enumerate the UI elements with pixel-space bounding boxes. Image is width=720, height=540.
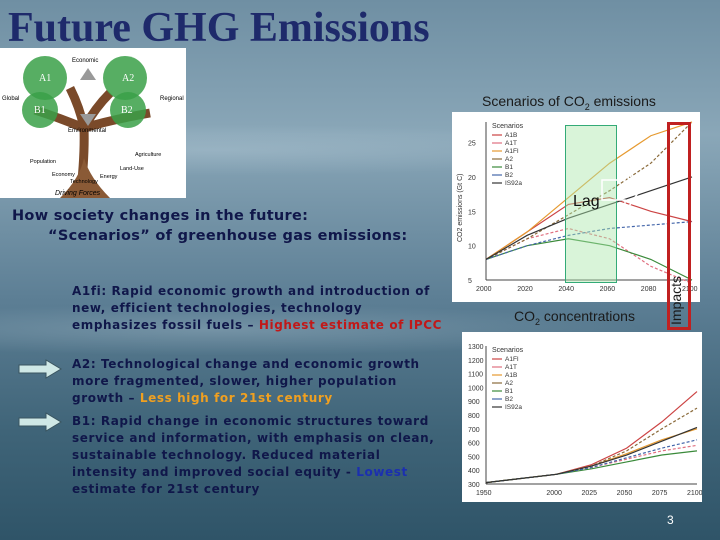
x-tick-label: 2080 <box>641 286 657 293</box>
tree-label: A1 <box>39 73 51 84</box>
legend-entry: IS92a <box>505 180 522 187</box>
y-tick-label: 25 <box>468 141 476 148</box>
legend-entry: A1T <box>505 364 517 371</box>
series-line-a1t <box>485 227 693 284</box>
tree-label: Global <box>2 96 19 102</box>
lag-label: Lag <box>573 193 600 210</box>
scenarios-heading: Scenarios of CO2 emissions <box>482 93 656 112</box>
legend-title: Scenarios <box>492 347 524 354</box>
y-tick-label: 800 <box>468 413 480 420</box>
tree-label: A2 <box>122 73 134 84</box>
series-line-is92a <box>485 426 698 484</box>
legend-entry: A1B <box>505 372 517 379</box>
y-tick-label: 5 <box>468 278 472 285</box>
legend-entry: B1 <box>505 388 513 395</box>
legend-entry: IS92a <box>505 404 522 411</box>
series-line-a2 <box>485 121 693 260</box>
tree-label: B1 <box>34 105 46 116</box>
y-tick-label: 1000 <box>468 385 484 392</box>
tree-label: Regional <box>160 96 184 102</box>
y-tick-label: 400 <box>468 468 480 475</box>
pointer-arrow-icon <box>18 359 62 379</box>
y-tick-label: 300 <box>468 482 480 489</box>
a1fi-description: A1fi: Rapid economic growth and introduc… <box>72 284 443 332</box>
b1-description: B1: Rapid change in economic structures … <box>72 414 435 496</box>
series-line-is92a <box>485 176 693 260</box>
x-tick-label: 1950 <box>476 490 492 497</box>
x-tick-label: 2000 <box>476 286 492 293</box>
legend-entry: B1 <box>505 164 513 171</box>
x-tick-label: 2025 <box>582 490 598 497</box>
y-tick-label: 1200 <box>468 358 484 365</box>
y-tick-label: 10 <box>468 244 476 251</box>
tree-label: B2 <box>121 105 133 116</box>
page-number: 3 <box>667 513 674 527</box>
legend-entry: A1FI <box>505 356 519 363</box>
concentrations-chart: 1950 2000 2025 2050 2075 2100 300 400 500 600 700 8… <box>462 332 703 502</box>
legend-entry: A1B <box>505 132 517 139</box>
y-tick-label: 1100 <box>468 372 483 379</box>
legend-entry: B2 <box>505 396 513 403</box>
tree-root-label: Agriculture <box>135 152 161 158</box>
section-heading: How society changes in the future: “Scen… <box>12 206 442 246</box>
legend-entry: A2 <box>505 156 513 163</box>
tree-root-label: Population <box>30 159 56 165</box>
series-line-a1t <box>485 444 698 484</box>
legend-title: Scenarios <box>492 123 524 130</box>
tree-label: Environmental <box>68 128 106 134</box>
legend-entry: A1FI <box>505 148 519 155</box>
y-axis-label: CO2 emissions (Gt C) <box>457 174 464 242</box>
emissions-chart: 2000 2020 2040 2060 2080 2100 5 10 15 20 25 Scenari… <box>452 112 700 302</box>
lag-callout-arrow <box>601 165 641 215</box>
series-line-a1fi <box>485 121 693 260</box>
series-line-b2 <box>485 439 698 484</box>
x-tick-label: 2050 <box>617 490 633 497</box>
tree-root-label: Technology <box>70 179 98 185</box>
x-tick-label: 2075 <box>652 490 668 497</box>
y-tick-label: 1300 <box>468 344 484 351</box>
impacts-highlight-box <box>667 122 691 330</box>
impacts-label: Impacts <box>668 275 684 325</box>
series-line-a1b <box>485 428 698 484</box>
x-tick-label: 2060 <box>600 286 616 293</box>
slide-title: Future GHG Emissions <box>8 5 430 51</box>
y-tick-label: 700 <box>468 427 480 434</box>
x-tick-label: 2100 <box>687 490 702 497</box>
pointer-arrow-icon <box>18 412 62 432</box>
legend-entry: B2 <box>505 172 513 179</box>
x-tick-label: 2040 <box>558 286 574 293</box>
y-tick-label: 900 <box>468 399 480 406</box>
x-tick-label: 2020 <box>517 286 533 293</box>
legend-entry: A1T <box>505 140 517 147</box>
heading-line-1: How society changes in the future: <box>12 208 309 224</box>
x-tick-label: 2000 <box>546 490 562 497</box>
series-line-a2 <box>485 407 698 484</box>
y-tick-label: 20 <box>468 175 476 182</box>
scenario-tree-diagram: A1 A2 B1 B2 Economic Global Regional Env… <box>0 48 186 199</box>
series-line-b1 <box>485 450 698 484</box>
tree-root-label: Land-Use <box>120 166 144 172</box>
y-tick-label: 500 <box>468 454 480 461</box>
y-tick-label: 600 <box>468 441 480 448</box>
y-tick-label: 15 <box>468 209 476 216</box>
heading-line-2: “Scenarios” of greenhouse gas emissions: <box>48 228 408 244</box>
series-line-b2 <box>485 221 693 260</box>
concentrations-heading: CO2 concentrations <box>514 308 635 327</box>
a2-description: A2: Technological change and economic gr… <box>72 357 420 405</box>
tree-root-label: Economy <box>52 172 75 178</box>
legend-entry: A2 <box>505 380 513 387</box>
lag-highlight-box <box>565 125 617 283</box>
tree-label: Economic <box>72 58 98 64</box>
tree-caption: Driving Forces <box>55 190 101 197</box>
tree-root-label: Energy <box>100 174 118 180</box>
